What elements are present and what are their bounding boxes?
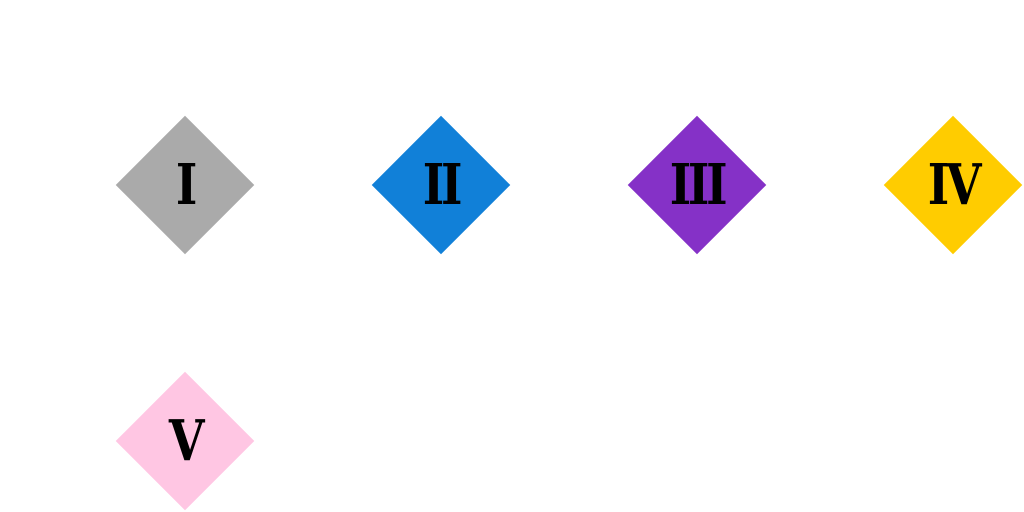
numeral-tile-3[interactable]: III (628, 116, 766, 254)
numeral-tile-2[interactable]: II (372, 116, 510, 254)
numeral-tile-1[interactable]: I (116, 116, 254, 254)
numeral-label: I (128, 116, 241, 254)
numeral-label: III (640, 116, 753, 254)
numeral-tile-4[interactable]: IV (884, 116, 1022, 254)
numeral-tile-5[interactable]: V (116, 372, 254, 510)
numeral-label: IV (896, 116, 1009, 254)
numeral-label: V (128, 372, 241, 510)
numeral-label: II (384, 116, 497, 254)
